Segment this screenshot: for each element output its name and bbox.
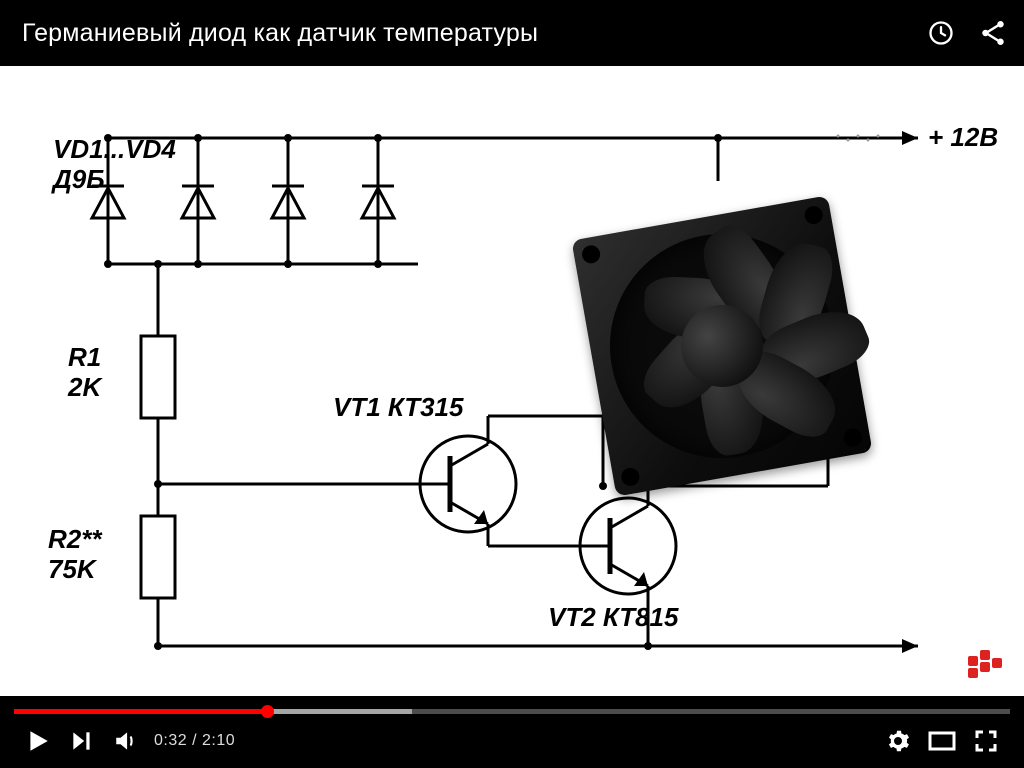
- video-content[interactable]: + 12В VD1...VD4 Д9Б R1 2K: [0, 66, 1024, 696]
- channel-watermark[interactable]: [968, 650, 1012, 686]
- next-button[interactable]: [60, 719, 104, 763]
- header-icons: [926, 0, 1008, 66]
- play-button[interactable]: [16, 719, 60, 763]
- share-icon[interactable]: [978, 18, 1008, 48]
- fan-image: [571, 195, 872, 496]
- watch-later-icon[interactable]: [926, 18, 956, 48]
- video-header: Германиевый диод как датчик температуры: [0, 0, 1024, 66]
- video-player: Германиевый диод как датчик температуры: [0, 0, 1024, 768]
- svg-text:75K: 75K: [48, 554, 98, 584]
- settings-button[interactable]: [876, 719, 920, 763]
- volume-button[interactable]: [104, 719, 148, 763]
- svg-text:R1: R1: [68, 342, 101, 372]
- video-title: Германиевый диод как датчик температуры: [22, 19, 538, 48]
- theater-mode-button[interactable]: [920, 719, 964, 763]
- current-time: 0:32: [154, 732, 187, 749]
- svg-text:Д9Б: Д9Б: [51, 164, 105, 194]
- svg-text:VD1...VD4: VD1...VD4: [53, 134, 176, 164]
- player-controls: 0:32 / 2:10: [0, 714, 1024, 768]
- svg-text:VT1 КТ315: VT1 КТ315: [333, 392, 464, 422]
- svg-text:2K: 2K: [67, 372, 103, 402]
- duration: 2:10: [202, 732, 235, 749]
- time-display: 0:32 / 2:10: [154, 732, 235, 750]
- fullscreen-button[interactable]: [964, 719, 1008, 763]
- svg-text:R2**: R2**: [48, 524, 103, 554]
- svg-text:VT2 КТ815: VT2 КТ815: [548, 602, 679, 632]
- svg-text:+ 12В: + 12В: [928, 122, 998, 152]
